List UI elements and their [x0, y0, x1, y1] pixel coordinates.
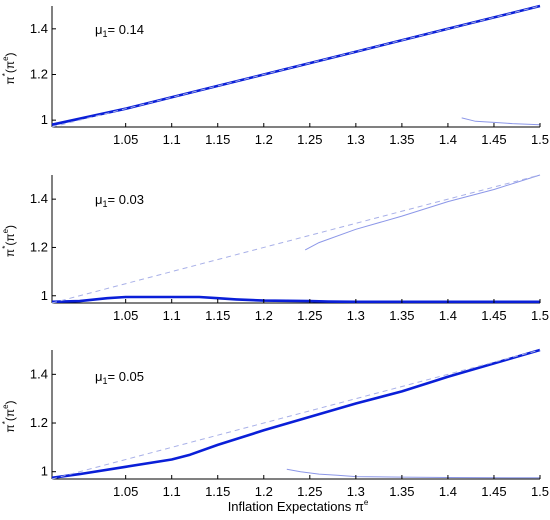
x-tick-label: 1.1 [163, 132, 181, 147]
series-dashed-line [51, 174, 541, 304]
y-tick-label: 1.2 [30, 415, 48, 430]
panel-2: 1.05 1.1 1.15 1.2 1.25 1.3 1.35 1.4 1.45 1.5 1 1.2 1… [1, 174, 549, 323]
y-tick-label: 1.2 [30, 239, 48, 254]
x-tick-label: 1.05 [113, 484, 138, 499]
ylabel-close: ) [3, 400, 17, 404]
series-thin-line [304, 174, 541, 251]
x-tick-label: 1.35 [389, 308, 414, 323]
x-tick-label: 1.3 [347, 308, 365, 323]
mu-annotation: μ1= 0.05 [95, 369, 144, 386]
x-tick-label: 1.3 [347, 132, 365, 147]
x-tick-label: 1.1 [163, 308, 181, 323]
mu-annotation: μ1= 0.14 [95, 22, 144, 39]
mu-subscript: 1 [103, 199, 108, 209]
panel-3: 1.05 1.1 1.15 1.2 1.25 1.3 1.35 1.4 1.45 1.5 1 1.2 1… [1, 348, 549, 499]
series-thick-line [51, 295, 540, 304]
panel-1: 1.05 1.1 1.15 1.2 1.25 1.3 1.35 1.4 1.45 1.5 1 1.2 1… [1, 4, 549, 147]
y-tick-label: 1.2 [30, 66, 48, 81]
x-tick-label: 1.2 [255, 308, 273, 323]
x-tick-label: 1.25 [297, 132, 322, 147]
mu-annotation: μ1= 0.03 [95, 192, 144, 209]
y-tick-label: 1.4 [30, 191, 48, 206]
x-tick-label: 1.5 [531, 308, 549, 323]
y-axis-label: π*(πe) [1, 400, 17, 432]
x-tick-label: 1.4 [439, 484, 457, 499]
y-axis-label: π*(πe) [1, 225, 17, 257]
x-tick-label: 1.5 [531, 132, 549, 147]
y-tick-label: 1 [41, 464, 48, 479]
y-axis-label: π*(πe) [1, 52, 17, 84]
ylabel-star: * [1, 246, 10, 249]
series-dashed-line [51, 349, 541, 480]
ylabel-e: e [1, 56, 10, 61]
x-tick-label: 1.2 [255, 484, 273, 499]
ylabel-star: * [1, 73, 10, 76]
x-tick-label: 1.35 [389, 484, 414, 499]
x-tick-label: 1.5 [531, 484, 549, 499]
x-tick-label: 1.25 [297, 308, 322, 323]
x-tick-label: 1.45 [481, 308, 506, 323]
x-tick-label: 1.15 [205, 132, 230, 147]
mu-subscript: 1 [103, 29, 108, 39]
series-thin-line [461, 117, 541, 126]
ylabel-pi: π [3, 76, 17, 84]
y-tick-label: 1 [41, 112, 48, 127]
x-tick-label: 1.4 [439, 308, 457, 323]
y-tick-label: 1.4 [30, 21, 48, 36]
ylabel-open: (π [3, 409, 17, 421]
mu-symbol: μ [95, 22, 103, 37]
mu-value: = 0.03 [108, 192, 145, 207]
ylabel-e: e [1, 404, 10, 409]
ylabel-open: (π [3, 61, 17, 73]
ylabel-close: ) [3, 52, 17, 56]
mu-subscript: 1 [103, 376, 108, 386]
ylabel-close: ) [3, 225, 17, 229]
series-thick-line [51, 348, 541, 480]
x-tick-label: 1.2 [255, 132, 273, 147]
mu-value: = 0.14 [108, 22, 145, 37]
y-tick-label: 1.4 [30, 366, 48, 381]
ylabel-star: * [1, 421, 10, 424]
x-tick-label: 1.3 [347, 484, 365, 499]
x-tick-label: 1.1 [163, 484, 181, 499]
mu-symbol: μ [95, 192, 103, 207]
mu-symbol: μ [95, 369, 103, 384]
series-dashed-line [51, 5, 541, 128]
x-axis-label: Inflation Expectations πe [228, 498, 369, 514]
xlabel-text: Inflation Expectations π [228, 499, 364, 514]
series-thin-line [286, 468, 541, 479]
x-tick-label: 1.15 [205, 484, 230, 499]
xlabel-sup: e [364, 498, 369, 507]
ylabel-e: e [1, 228, 10, 233]
x-tick-label: 1.45 [481, 484, 506, 499]
x-tick-label: 1.05 [113, 308, 138, 323]
x-tick-label: 1.4 [439, 132, 457, 147]
x-tick-label: 1.45 [481, 132, 506, 147]
y-tick-label: 1 [41, 288, 48, 303]
x-tick-label: 1.15 [205, 308, 230, 323]
x-tick-label: 1.05 [113, 132, 138, 147]
ylabel-open: (π [3, 233, 17, 245]
ylabel-pi: π [3, 424, 17, 432]
x-tick-label: 1.25 [297, 484, 322, 499]
x-tick-label: 1.35 [389, 132, 414, 147]
mu-value: = 0.05 [108, 369, 145, 384]
ylabel-pi: π [3, 249, 17, 257]
